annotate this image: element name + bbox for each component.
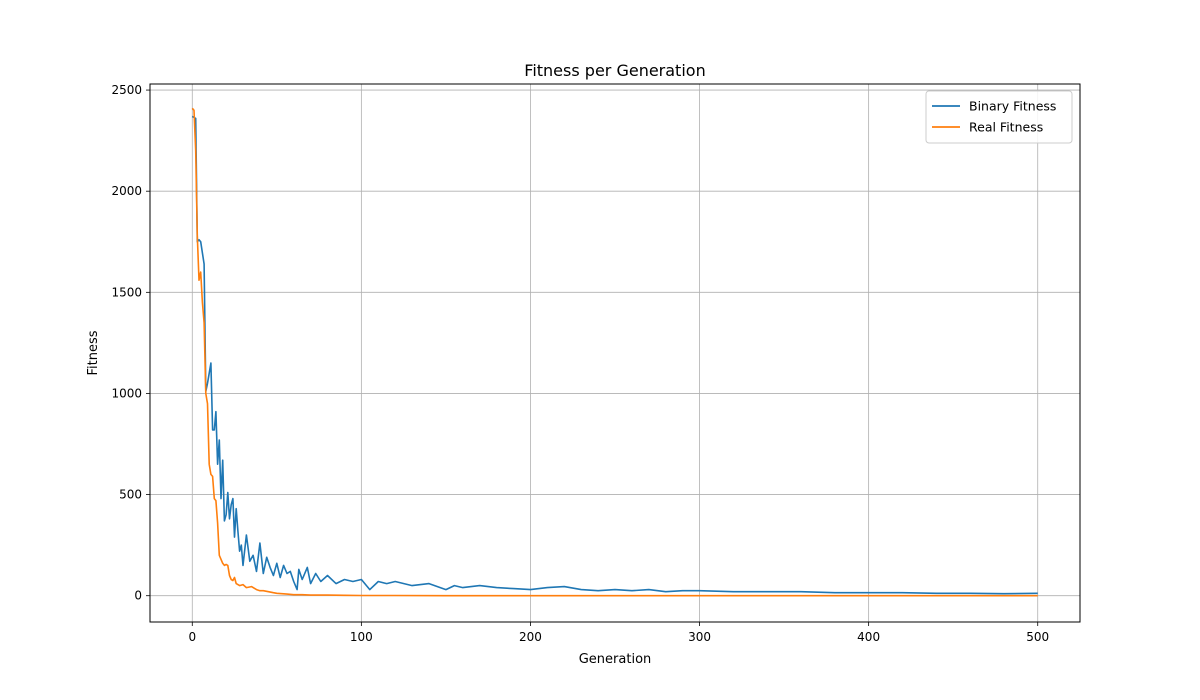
x-tick-label: 400	[857, 630, 880, 644]
x-tick-label: 0	[188, 630, 196, 644]
legend-box	[925, 90, 1073, 144]
legend: Binary Fitness Real Fitness	[925, 90, 1073, 144]
y-tick-label: 1000	[111, 386, 142, 400]
series-line-real-fitness	[191, 107, 1038, 597]
series-layer	[191, 107, 1038, 597]
x-tick-label: 100	[350, 630, 373, 644]
y-axis-label: Fitness	[86, 330, 101, 375]
y-tick-label: 2000	[111, 184, 142, 198]
series-line-binary-fitness	[191, 115, 1038, 595]
y-tick-label: 1500	[111, 285, 142, 299]
plot-frame	[149, 83, 1081, 623]
x-tick-label: 200	[519, 630, 542, 644]
legend-label: Real Fitness	[969, 120, 1043, 135]
grid	[150, 84, 1080, 622]
x-axis-label: Generation	[579, 652, 652, 667]
legend-label: Binary Fitness	[969, 99, 1056, 114]
y-tick-label: 0	[134, 589, 142, 603]
y-tick-label: 500	[119, 488, 142, 502]
chart-title: Fitness per Generation	[524, 61, 705, 80]
x-tick-label: 300	[688, 630, 711, 644]
y-tick-label: 2500	[111, 83, 142, 97]
x-tick-label: 500	[1026, 630, 1049, 644]
ticks: 0 100 200 300 400 500 0 500 1000 1500 2000 2500	[111, 83, 1049, 644]
